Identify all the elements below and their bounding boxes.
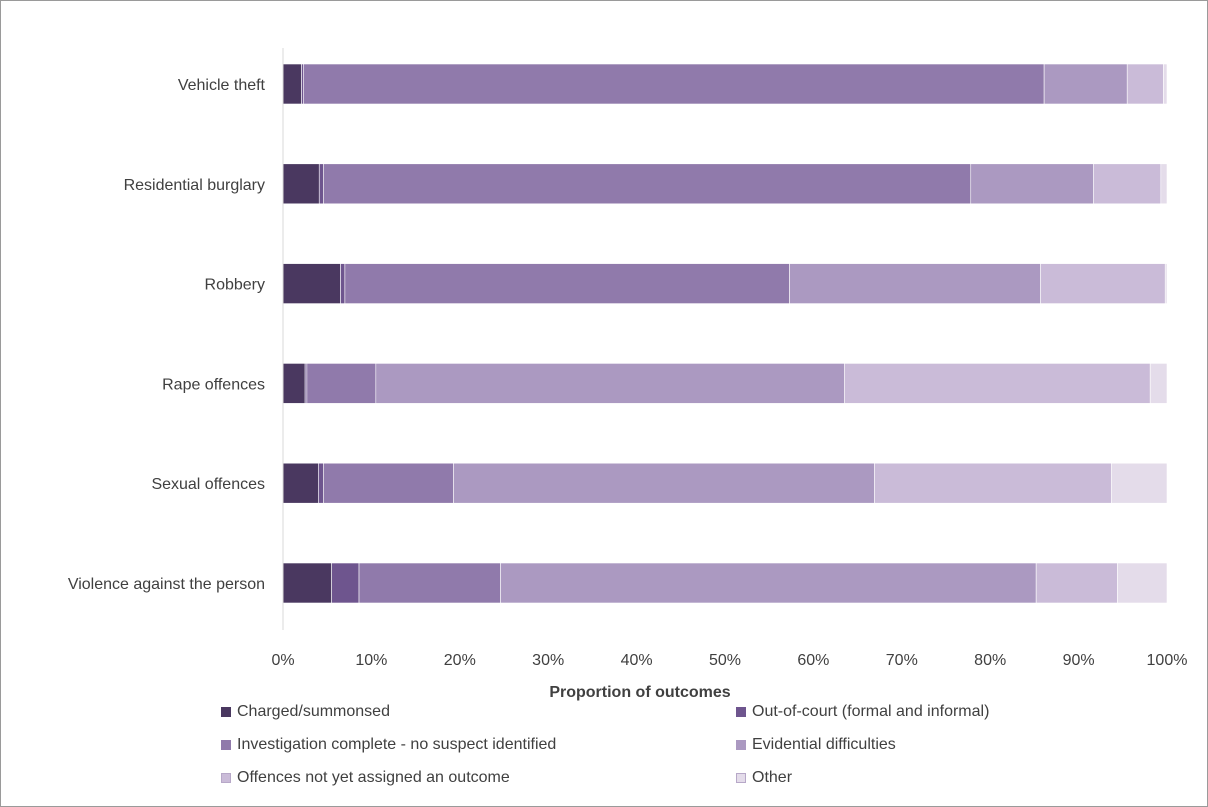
category-label: Rape offences	[162, 376, 265, 393]
bars	[282, 63, 1168, 604]
x-tick-label: 50%	[709, 652, 741, 669]
bar-segment	[1093, 163, 1162, 205]
category-labels: Vehicle theft Residential burglary Robbery…	[68, 77, 266, 593]
bar-segment	[1040, 263, 1166, 304]
category-label: Violence against the person	[68, 576, 265, 593]
bar-segment	[331, 562, 360, 604]
bar-segment	[323, 163, 972, 205]
bar-segment	[318, 462, 324, 504]
bar-segment	[358, 562, 501, 604]
x-tick-label: 20%	[444, 652, 476, 669]
bar-segment	[282, 163, 320, 205]
bar-segment	[303, 63, 1045, 105]
x-tick-label: 80%	[974, 652, 1006, 669]
bar-segment	[282, 562, 332, 604]
bar-segment	[344, 263, 790, 304]
x-tick-label: 70%	[886, 652, 918, 669]
bar-segment	[282, 363, 306, 404]
bar-segment	[1043, 63, 1128, 105]
bar-segment	[1117, 562, 1168, 604]
category-label: Residential burglary	[124, 177, 265, 194]
x-axis-title: Proportion of outcomes	[549, 684, 730, 701]
bar-segment	[318, 163, 324, 205]
x-tick-label: 40%	[621, 652, 653, 669]
bar-segment	[789, 263, 1041, 304]
bar-segment	[1126, 63, 1164, 105]
bar-segment	[844, 363, 1151, 404]
bar-segment	[1163, 63, 1168, 105]
bar-segment	[1035, 562, 1118, 604]
bar-segment	[453, 462, 875, 504]
x-tick-label: 90%	[1063, 652, 1095, 669]
x-tick-label: 60%	[797, 652, 829, 669]
bar-segment	[874, 462, 1112, 504]
x-tick-labels: 0% 10% 20% 30% 40% 50% 60% 70% 80% 90% 100%	[271, 652, 1187, 669]
x-tick-label: 100%	[1147, 652, 1188, 669]
category-label: Vehicle theft	[178, 77, 266, 94]
bar-segment	[340, 263, 346, 304]
bar-segment	[282, 263, 341, 304]
bar-segment	[306, 363, 377, 404]
bar-segment	[1160, 163, 1168, 205]
x-tick-label: 30%	[532, 652, 564, 669]
bar-segment	[500, 562, 1037, 604]
bar-segment	[1149, 363, 1168, 404]
x-tick-label: 0%	[271, 652, 294, 669]
bar-segment	[1111, 462, 1168, 504]
bar-segment	[375, 363, 845, 404]
category-label: Sexual offences	[151, 476, 265, 493]
bar-segment	[970, 163, 1094, 205]
bar-segment	[1164, 263, 1168, 304]
x-tick-label: 10%	[355, 652, 387, 669]
category-label: Robbery	[205, 277, 265, 294]
bar-segment	[282, 462, 319, 504]
bar-segment	[282, 63, 302, 105]
bar-segment	[323, 462, 454, 504]
